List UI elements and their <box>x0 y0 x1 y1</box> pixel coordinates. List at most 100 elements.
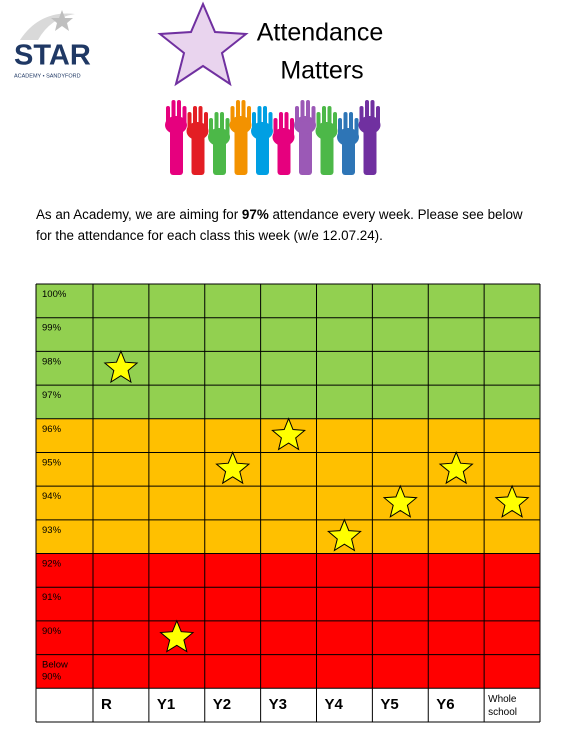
band-row <box>36 317 540 352</box>
y-tick-label: 96% <box>42 423 62 434</box>
hand <box>284 112 289 134</box>
x-tick-label: Y5 <box>380 696 398 713</box>
band-row <box>36 284 540 318</box>
banner-title: Matters <box>280 57 363 85</box>
hand <box>268 112 273 134</box>
x-tick-label: R <box>101 696 112 713</box>
band-row <box>36 351 540 386</box>
intro-target: 97% <box>241 207 269 222</box>
x-tick-line: school <box>488 707 517 718</box>
y-tick-label: 92% <box>42 558 62 569</box>
hand <box>220 112 224 134</box>
hand <box>225 118 230 140</box>
hand <box>338 118 342 140</box>
hand <box>349 112 353 134</box>
band-row <box>36 418 540 453</box>
hand <box>241 100 246 122</box>
y-tick-line: 91% <box>42 592 62 603</box>
band-row <box>36 486 540 520</box>
y-tick-label: 91% <box>42 592 62 603</box>
hand <box>198 106 203 128</box>
logo-star <box>51 10 73 31</box>
band-row <box>36 452 540 487</box>
hand <box>311 106 316 128</box>
y-tick-label: 94% <box>42 491 62 502</box>
hand <box>251 122 273 140</box>
y-tick-line: 95% <box>42 457 62 468</box>
x-tick-line: R <box>101 696 112 713</box>
y-tick-label: 100% <box>42 289 67 300</box>
hands <box>165 100 381 175</box>
hand <box>229 116 252 134</box>
y-tick-label: 93% <box>42 524 62 535</box>
attendance-star <box>494 484 530 518</box>
hand <box>234 122 248 175</box>
hand <box>363 122 377 175</box>
hand <box>177 100 181 122</box>
hand <box>256 128 269 175</box>
hand <box>299 122 312 175</box>
x-tick-label: Y2 <box>213 696 231 713</box>
intro-text: As an Academy, we are aiming for 97% att… <box>36 204 536 246</box>
hand <box>209 118 213 140</box>
y-tick-line: 90% <box>42 671 62 682</box>
x-tick-line: Y4 <box>325 696 344 713</box>
hand <box>170 122 183 175</box>
band-row <box>36 654 540 689</box>
hand <box>333 112 337 134</box>
hand <box>186 122 209 140</box>
hand <box>358 116 381 134</box>
hand <box>263 106 267 128</box>
y-tick-label: 98% <box>42 356 62 367</box>
x-tick-label: Y1 <box>157 696 175 713</box>
banner: Attendance Matters <box>157 1 384 175</box>
intro-part: As an Academy, we are aiming for <box>36 207 242 222</box>
hand <box>320 128 334 175</box>
hand <box>182 106 187 128</box>
y-tick-line: 93% <box>42 524 62 535</box>
hand <box>279 112 283 134</box>
hand <box>376 106 380 128</box>
logo-swoosh <box>20 13 75 40</box>
y-tick-line: 92% <box>42 558 62 569</box>
y-tick-line: 97% <box>42 390 62 401</box>
hand <box>257 106 262 128</box>
y-tick-line: 99% <box>42 322 62 333</box>
attendance-star <box>327 518 362 552</box>
attendance-star <box>159 619 195 653</box>
hand <box>166 106 170 128</box>
band-row <box>36 553 540 588</box>
y-tick-label: 97% <box>42 390 62 401</box>
hand <box>193 106 197 128</box>
hand <box>337 128 359 146</box>
hand <box>165 116 187 134</box>
band-row <box>36 385 540 419</box>
logo: STAR ACADEMY • SANDYFORD <box>14 10 91 79</box>
x-tick-label: Y4 <box>325 696 344 713</box>
attendance-star <box>382 484 418 518</box>
hand <box>370 100 375 122</box>
attendance-star <box>215 450 251 485</box>
intro-part: attendance every week. Please see below … <box>36 207 523 243</box>
y-tick-line: 96% <box>42 423 62 434</box>
y-tick-label: 90% <box>42 625 62 636</box>
x-tick-line: Y1 <box>157 696 175 713</box>
hand <box>327 106 332 128</box>
x-tick-line: Y2 <box>213 696 231 713</box>
x-tick-line: Whole <box>488 694 517 705</box>
banner-star <box>157 1 249 87</box>
hand <box>294 116 316 134</box>
logo-subtitle: ACADEMY • SANDYFORD <box>14 73 81 79</box>
hand <box>273 118 278 140</box>
hand <box>343 112 348 134</box>
banner-title: Attendance <box>257 19 384 47</box>
hand <box>290 118 294 140</box>
hand <box>365 100 369 122</box>
x-tick-line: Y3 <box>269 696 287 713</box>
hand <box>252 112 256 134</box>
attendance-star <box>103 349 139 384</box>
hand <box>208 128 230 146</box>
x-tick-label: Y6 <box>436 696 454 713</box>
x-tick-label: Y3 <box>269 696 287 713</box>
